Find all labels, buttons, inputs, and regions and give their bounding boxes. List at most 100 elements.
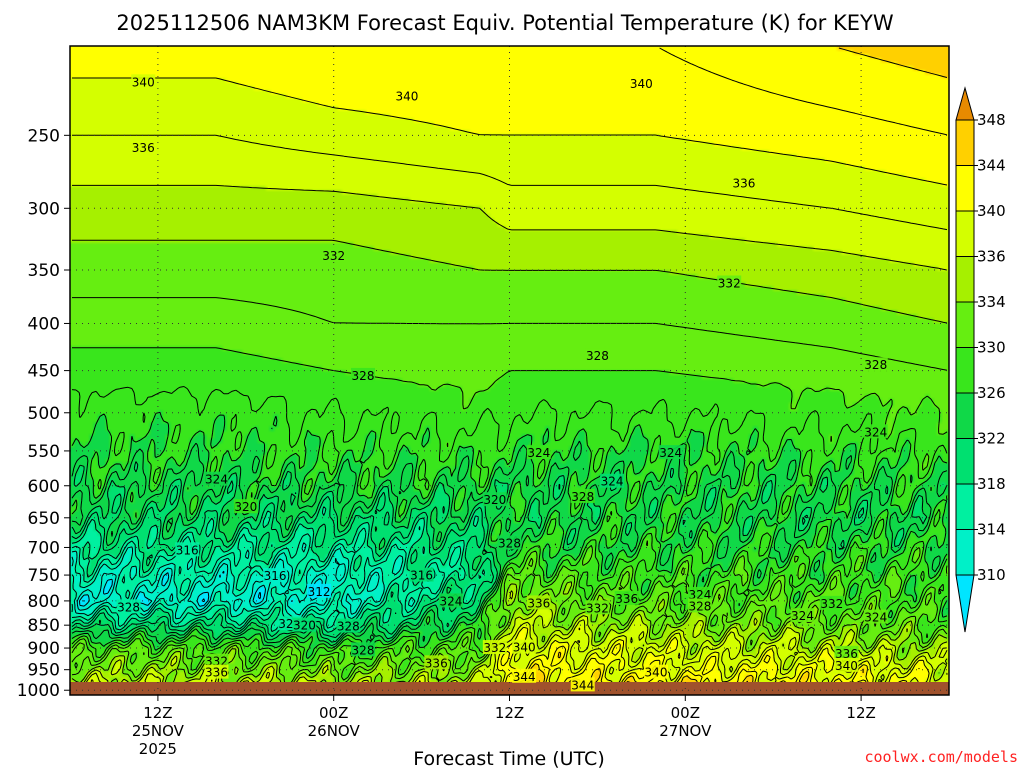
colorbar-label-330: 330 [977, 339, 1006, 357]
contour-label-bg-18 [263, 568, 288, 583]
contour-label-bg-5 [321, 248, 346, 263]
contour-label-328: 328 [688, 599, 711, 613]
contour-label-bg-9 [863, 357, 888, 372]
contour-label-324: 324 [601, 475, 624, 489]
contour-label-bg-20 [307, 583, 332, 598]
colorbar-label-348: 348 [977, 111, 1006, 129]
xtick-label-42: 00Z [671, 704, 700, 722]
contour-322 [71, 461, 944, 643]
colorbar-band-348 [955, 119, 975, 166]
contour-label-328: 328 [498, 536, 521, 550]
contour-label-332: 332 [718, 276, 741, 290]
contour-326 [71, 411, 948, 659]
contour-label-bg-2 [629, 76, 654, 91]
contour-label-344: 344 [513, 670, 536, 684]
ytick-label-800: 800 [28, 592, 60, 612]
contour-label-328: 328 [586, 349, 609, 363]
contour-label-332: 332 [322, 249, 345, 263]
xtick-label-6: 12Z [143, 704, 172, 722]
ytick-label-350: 350 [28, 261, 60, 281]
contour-label-bg-13 [658, 445, 683, 460]
contour-label-bg-46 [834, 657, 859, 672]
contour-label-bg-40 [687, 586, 712, 601]
colorbar-band-322 [955, 438, 975, 485]
contour-label-bg-32 [482, 640, 507, 655]
contour-label-bg-45 [834, 645, 859, 660]
colorbar-band-336 [955, 256, 975, 303]
contour-label-bg-30 [204, 664, 229, 679]
contour-label-336: 336 [425, 656, 448, 670]
contour-label-316: 316 [176, 543, 199, 557]
chart-title: 2025112506 NAM3KM Forecast Equiv. Potent… [116, 11, 893, 35]
colorbar-label-334: 334 [977, 293, 1006, 311]
colorbar-label-326: 326 [977, 384, 1006, 402]
contour-label-bg-25 [336, 618, 361, 633]
contour-316 [71, 526, 462, 629]
colorbar-label-314: 314 [977, 521, 1006, 539]
contour-label-328: 328 [352, 643, 375, 657]
contour-label-344: 344 [571, 678, 594, 692]
ytick-label-550: 550 [28, 442, 60, 462]
contour-label-bg-26 [438, 593, 463, 608]
contour-label-340: 340 [630, 77, 653, 91]
contour-label-bg-4 [731, 175, 756, 190]
contour-label-320: 320 [234, 500, 257, 514]
contour-label-336: 336 [132, 141, 155, 155]
colorbar-band-340 [955, 210, 975, 257]
contour-label-336: 336 [527, 596, 550, 610]
colorbar-label-336: 336 [977, 248, 1006, 266]
ytick-label-500: 500 [28, 404, 60, 424]
contour-label-328: 328 [352, 369, 375, 383]
contour-label-bg-3 [131, 139, 156, 154]
contour-label-bg-0 [131, 74, 156, 89]
contour-label-bg-14 [863, 424, 888, 439]
watermark: coolwx.com/models [864, 748, 1018, 766]
contour-label-bg-8 [585, 348, 610, 363]
contour-label-bg-22 [497, 535, 522, 550]
contour-label-324: 324 [439, 594, 462, 608]
contour-label-324: 324 [205, 473, 228, 487]
contour-label-340: 340 [835, 659, 858, 673]
contour-label-bg-31 [424, 655, 449, 670]
colorbar-label-344: 344 [977, 157, 1006, 175]
contour-334 [71, 239, 948, 694]
xtick-date-6: 25NOV [132, 722, 185, 740]
contour-lines [71, 47, 948, 694]
colorbar-label-322: 322 [977, 430, 1006, 448]
contour-label-bg-27 [570, 488, 595, 503]
contour-label-bg-1 [394, 88, 419, 103]
contour-labels: 3403403403363363323323283283283243243243… [116, 74, 888, 692]
y-axis: 250 300 350 400 450 500 550 600 650 700 750 800 850 9… [17, 126, 70, 701]
ytick-label-700: 700 [28, 538, 60, 558]
xtick-date-42: 27NOV [659, 722, 712, 740]
contour-label-bg-39 [644, 664, 668, 679]
plot-area: 3403403403363363323323283283283243243243… [69, 45, 950, 696]
contour-label-bg-17 [175, 542, 200, 557]
grid-lines [70, 46, 949, 695]
ytick-label-600: 600 [28, 477, 60, 497]
contour-label-320: 320 [483, 493, 506, 507]
contour-label-324: 324 [688, 588, 711, 602]
contour-label-324: 324 [659, 446, 682, 460]
contour-label-bg-29 [204, 653, 229, 668]
xtick-label-54: 12Z [846, 704, 875, 722]
contour-label-bg-34 [526, 595, 551, 610]
contour-label-bg-12 [600, 473, 625, 488]
colorbar-band-314 [955, 529, 975, 576]
colorbar-band-326 [955, 392, 975, 439]
xtick-label-30: 12Z [495, 704, 524, 722]
contour-label-bg-38 [570, 677, 595, 692]
colorbar-top-arrow [955, 86, 975, 121]
colorbar-label-310: 310 [977, 566, 1006, 584]
contour-label-328: 328 [864, 358, 887, 372]
contour-label-bg-7 [351, 367, 375, 382]
contour-label-328: 328 [337, 620, 360, 634]
contour-label-bg-10 [204, 471, 229, 486]
ytick-label-1000: 1000 [17, 681, 60, 701]
ytick-label-650: 650 [28, 509, 60, 529]
contour-324 [71, 440, 948, 647]
contour-label-332: 332 [483, 641, 506, 655]
contour-label-bg-36 [614, 590, 639, 605]
